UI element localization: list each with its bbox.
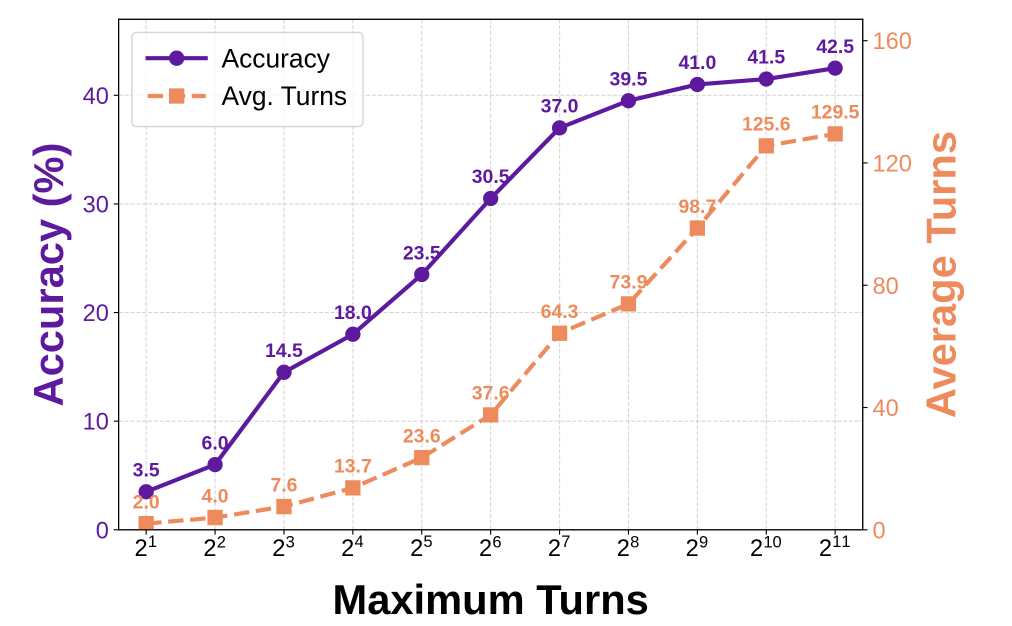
- svg-text:37.0: 37.0: [541, 96, 579, 118]
- svg-text:40: 40: [872, 396, 898, 422]
- svg-text:4.0: 4.0: [202, 485, 229, 507]
- svg-text:0: 0: [872, 518, 885, 544]
- svg-text:42.5: 42.5: [816, 36, 854, 58]
- svg-text:37.6: 37.6: [472, 383, 510, 405]
- svg-text:64.3: 64.3: [541, 301, 579, 323]
- svg-text:160: 160: [872, 29, 911, 55]
- svg-text:Accuracy (%): Accuracy (%): [25, 143, 72, 407]
- svg-text:98.7: 98.7: [678, 196, 716, 218]
- svg-text:20: 20: [83, 301, 109, 327]
- svg-text:41.0: 41.0: [678, 52, 716, 74]
- svg-text:2.0: 2.0: [133, 491, 160, 513]
- svg-text:13.7: 13.7: [334, 456, 372, 478]
- svg-text:23.5: 23.5: [403, 242, 441, 264]
- svg-text:41.5: 41.5: [747, 47, 785, 69]
- svg-text:30.5: 30.5: [472, 166, 510, 188]
- svg-text:18.0: 18.0: [334, 302, 372, 324]
- svg-text:40: 40: [83, 84, 109, 110]
- svg-text:30: 30: [83, 192, 109, 218]
- svg-text:7.6: 7.6: [270, 474, 297, 496]
- svg-text:80: 80: [872, 274, 898, 300]
- svg-text:129.5: 129.5: [811, 102, 860, 124]
- svg-text:3.5: 3.5: [133, 459, 160, 481]
- svg-text:Average Turns: Average Turns: [918, 131, 965, 418]
- svg-text:Maximum Turns: Maximum Turns: [333, 576, 649, 623]
- svg-text:39.5: 39.5: [610, 68, 648, 90]
- svg-text:10: 10: [83, 410, 109, 436]
- svg-text:73.9: 73.9: [610, 272, 648, 294]
- svg-text:23.6: 23.6: [403, 425, 441, 447]
- svg-text:Avg. Turns: Avg. Turns: [222, 81, 348, 111]
- svg-text:6.0: 6.0: [202, 432, 229, 454]
- svg-text:Accuracy: Accuracy: [222, 43, 331, 73]
- svg-text:120: 120: [872, 152, 911, 178]
- svg-text:0: 0: [96, 518, 109, 544]
- svg-text:14.5: 14.5: [265, 340, 303, 362]
- svg-text:125.6: 125.6: [742, 114, 791, 136]
